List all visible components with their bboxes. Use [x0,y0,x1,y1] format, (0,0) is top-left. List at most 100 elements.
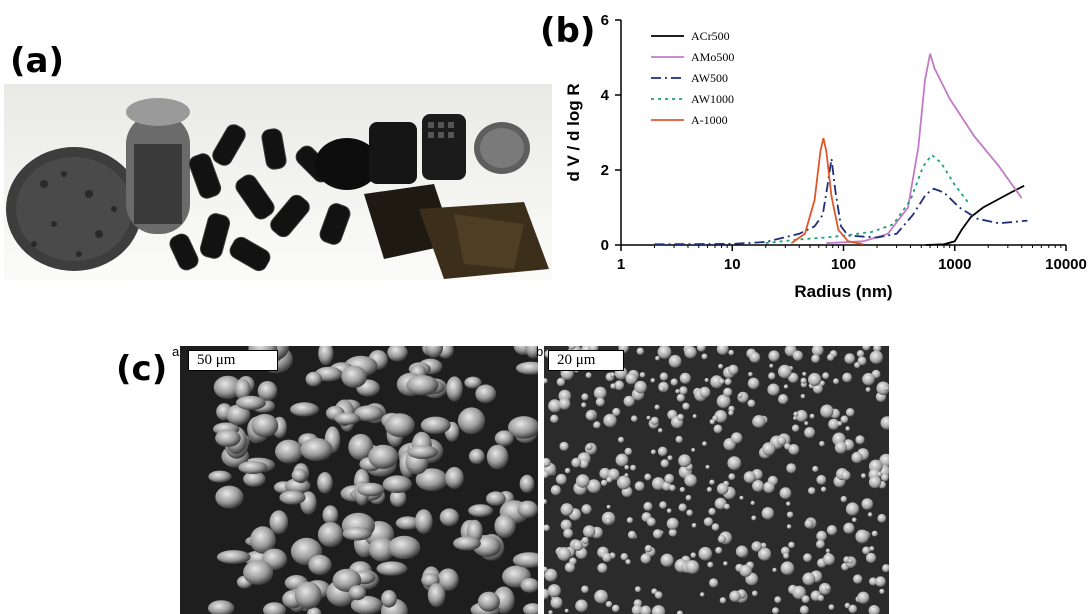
sem-grain [612,407,621,417]
sem-grain [723,387,733,397]
sem-grain [668,354,682,368]
sem-grain [824,585,831,591]
sem-a-texture [180,346,538,614]
sem-grain [877,513,887,523]
sem-grain [623,395,635,407]
sem-grain [877,471,882,477]
sem-particle [420,416,451,434]
sem-grain [856,350,865,358]
sem-grain [752,480,764,492]
sem-grain [594,589,608,604]
sem-grain [869,577,878,586]
sem-grain [564,562,575,573]
sem-particle [234,378,251,400]
x-tick-label: 1000 [938,256,971,273]
sem-grain [701,353,708,360]
sem-grain [761,507,774,520]
sem-grain [603,413,617,428]
sem-grain [728,364,739,375]
sem-particle [354,405,384,422]
sem-grain [803,553,812,562]
panel-label-a: (a) [10,41,65,81]
sem-grain [715,546,723,554]
sem-particle [486,491,506,506]
sem-grain [799,605,809,614]
sem-grain [816,530,827,542]
sem-grain [600,479,608,486]
sem-grain [703,517,713,527]
sem-grain [630,415,638,422]
sem-grain [652,529,663,539]
sem-grain [727,456,742,470]
sem-grain [828,418,840,430]
sem-grain [575,599,588,613]
sem-grain [675,435,683,443]
y-tick-label: 0 [601,237,609,254]
sem-grain [571,457,582,468]
sem-grain [857,591,870,604]
sem-grain [817,594,825,602]
sem-particle [307,607,322,614]
sem-particle [427,583,446,608]
sem-grain [544,378,548,384]
sem-grain [593,421,601,429]
sem-grain [707,561,714,568]
sem-grain [776,436,787,446]
sem-grain [585,443,593,451]
sem-particle [215,429,241,447]
sem-grain [842,372,852,383]
sem-particle [486,444,509,470]
sem-grain [651,605,666,614]
sem-grain [801,595,810,604]
sem-grain [572,540,584,551]
sem-grain [809,413,815,419]
micrograph-a-letter: a [172,344,180,359]
sem-particle [226,404,251,426]
sem-grain [851,451,863,464]
sem-particle [395,516,420,530]
sem-grain [644,473,652,481]
sem-grain [666,517,679,530]
sem-b-texture [544,346,889,614]
sem-grain [845,408,855,417]
sem-grain [751,515,757,521]
sem-grain [544,470,549,479]
sem-grain [735,545,748,558]
sem-grain [624,447,633,456]
sem-grain [816,474,827,485]
sem-grain [728,349,734,356]
sem-grain [666,508,672,514]
legend-label: AW500 [691,71,728,85]
sem-grain [626,517,633,524]
sem-grain [867,512,873,517]
sem-particle [415,468,448,492]
legend-label: A-1000 [691,113,728,127]
sem-particle [243,471,266,487]
sem-grain [828,604,835,611]
sem-particle [508,416,538,439]
sem-grain [579,459,589,469]
sem-grain [677,413,684,421]
sem-grain [718,363,724,369]
sem-grain [650,449,656,455]
sem-grain [767,383,780,396]
sem-grain [544,568,558,582]
sem-grain [593,386,607,400]
sem-particle [406,375,439,396]
sem-grain [699,592,705,597]
sem-grain [599,467,611,480]
sem-particle [357,482,385,497]
sem-particle [475,384,497,404]
sem-grain [684,346,697,359]
sem-grain [788,541,795,549]
sem-grain [871,530,878,537]
sem-grain [676,393,685,402]
sem-particle [425,346,444,358]
sem-grain [587,479,601,494]
sem-grain [657,346,672,359]
sem-grain [654,404,660,410]
sem-grain [639,372,646,378]
sem-grain [880,416,889,430]
sem-grain [706,486,712,493]
sem-grain [747,399,756,408]
